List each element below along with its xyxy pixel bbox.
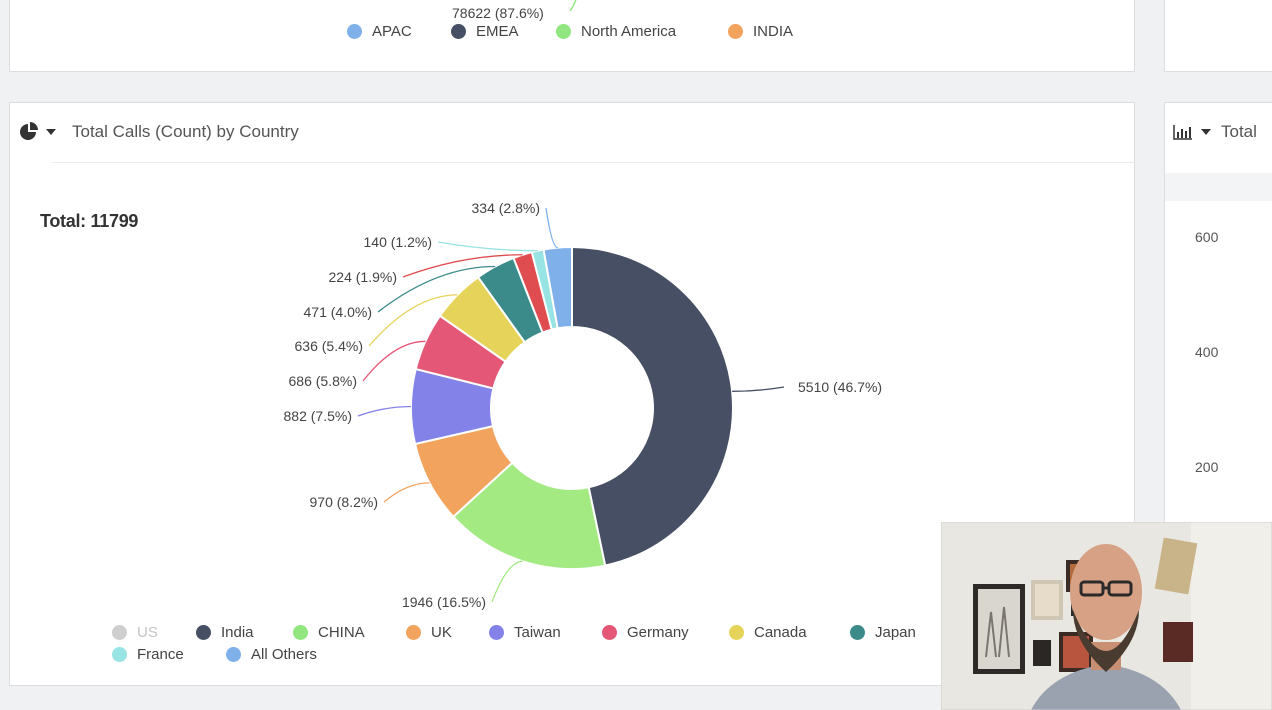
legend-swatch	[556, 24, 571, 39]
partial-leader-line	[569, 0, 577, 12]
legend-item[interactable]: CHINA	[293, 624, 365, 641]
legend-swatch	[196, 625, 211, 640]
legend-label: France	[137, 646, 184, 663]
legend-item[interactable]: Canada	[729, 624, 807, 641]
data-label: 636 (5.4%)	[295, 338, 363, 354]
leader-line	[362, 340, 426, 382]
legend-swatch	[226, 647, 241, 662]
legend-item[interactable]: All Others	[226, 646, 317, 663]
legend-label: North America	[581, 23, 677, 40]
legend-swatch	[406, 625, 421, 640]
right-panel-title: Total	[1221, 122, 1257, 141]
leader-line	[402, 254, 523, 278]
legend-swatch	[602, 625, 617, 640]
legend-label: EMEA	[476, 23, 519, 40]
region-chart-panel: 78622 (87.6%) APAC EMEA North America INDIA	[9, 0, 1135, 72]
leader-line	[437, 241, 538, 252]
legend-item[interactable]: APAC	[347, 23, 412, 40]
chart-type-dropdown-icon[interactable]	[46, 129, 56, 135]
legend-item[interactable]: EMEA	[451, 23, 519, 40]
legend-item[interactable]: Taiwan	[489, 624, 561, 641]
legend-label: UK	[431, 624, 452, 641]
legend-label: Japan	[875, 624, 916, 641]
data-label: 5510 (46.7%)	[798, 379, 882, 395]
data-label: 1946 (16.5%)	[402, 594, 486, 610]
presenter-video	[941, 522, 1272, 710]
partial-data-label: 78622 (87.6%)	[452, 5, 544, 21]
leader-line	[377, 265, 496, 313]
legend-swatch	[729, 625, 744, 640]
leader-line	[491, 560, 523, 603]
legend-label: Germany	[627, 624, 689, 641]
legend-label: APAC	[372, 23, 412, 40]
leader-line	[545, 207, 558, 249]
legend-item[interactable]: US	[112, 624, 158, 641]
data-label: 471 (4.0%)	[304, 304, 372, 320]
right-panel-toolbar	[1165, 173, 1272, 201]
donut-slice[interactable]	[542, 245, 573, 330]
data-label: 224 (1.9%)	[329, 269, 397, 285]
legend-swatch	[728, 24, 743, 39]
data-label: 140 (1.2%)	[364, 234, 432, 250]
leader-line	[357, 405, 412, 417]
legend-item[interactable]: UK	[406, 624, 452, 641]
legend-label: US	[137, 624, 158, 641]
legend-swatch	[489, 625, 504, 640]
legend-label: CHINA	[318, 624, 365, 641]
leader-line	[732, 386, 785, 392]
pie-chart-icon[interactable]	[18, 121, 40, 143]
right-top-panel	[1164, 0, 1272, 72]
donut-slice[interactable]	[571, 245, 734, 567]
legend-item[interactable]: North America	[556, 23, 676, 40]
legend-item[interactable]: India	[196, 624, 254, 641]
legend-label: Taiwan	[514, 624, 561, 641]
data-label: 970 (8.2%)	[310, 494, 378, 510]
data-label: 686 (5.8%)	[289, 373, 357, 389]
presenter-image	[941, 522, 1272, 710]
y-tick: 200	[1195, 459, 1219, 475]
leader-line	[368, 294, 458, 347]
data-label: 334 (2.8%)	[472, 200, 540, 216]
y-tick: 600	[1195, 229, 1219, 245]
chart-type-dropdown-icon[interactable]	[1201, 129, 1211, 135]
legend-item[interactable]: INDIA	[728, 23, 793, 40]
legend-label: INDIA	[753, 23, 794, 40]
total-label: Total: 11799	[40, 211, 139, 231]
data-label: 882 (7.5%)	[284, 408, 352, 424]
legend-label: All Others	[251, 646, 317, 663]
panel-title: Total Calls (Count) by Country	[72, 122, 299, 141]
legend-swatch	[451, 24, 466, 39]
legend-swatch	[347, 24, 362, 39]
legend-swatch	[112, 625, 127, 640]
header-divider	[52, 162, 1134, 163]
y-tick: 400	[1195, 344, 1219, 360]
legend-label: India	[221, 624, 254, 641]
bar-chart-icon[interactable]	[1173, 124, 1193, 140]
legend-label: Canada	[754, 624, 807, 641]
legend-swatch	[850, 625, 865, 640]
legend-swatch	[293, 625, 308, 640]
legend-item[interactable]: Germany	[602, 624, 689, 641]
legend-item[interactable]: Japan	[850, 624, 916, 641]
donut-chart: 5510 (46.7%) 1946 (16.5%) 970 (8.2%) 882 (7…	[284, 200, 883, 610]
legend-swatch	[112, 647, 127, 662]
leader-line	[383, 482, 430, 503]
legend-item[interactable]: France	[112, 646, 184, 663]
